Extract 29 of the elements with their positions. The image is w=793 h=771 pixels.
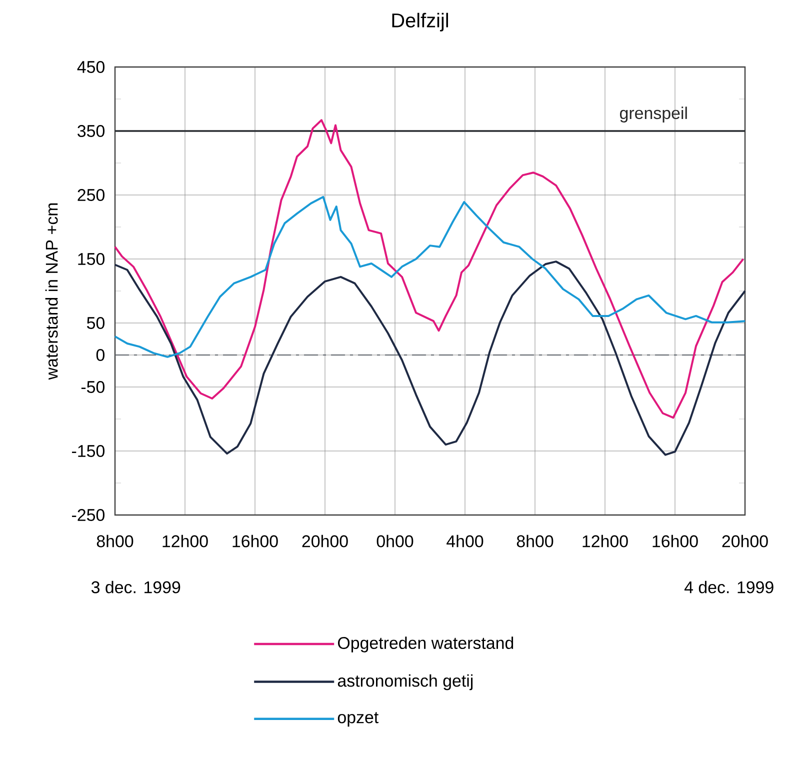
legend-label: Opgetreden waterstand: [338, 636, 514, 652]
x-tick-label: 4h00: [446, 534, 484, 548]
y-tick-label: -50: [81, 381, 104, 394]
legend-label: opzet: [338, 712, 378, 727]
x-tick-label: 8h00: [96, 534, 134, 548]
line-series: [114, 260, 746, 456]
x-tick-label: 20h00: [302, 534, 348, 548]
y-tick-label: 450: [77, 61, 104, 73]
x-tick-label: 16h00: [652, 534, 698, 548]
x-tick-label: 8h00: [516, 534, 554, 548]
x-tick-label: 12h00: [582, 534, 628, 548]
x-tick-label: 12h00: [162, 534, 208, 548]
y-tick-label: 50: [86, 317, 104, 330]
x-tick-label: 16h00: [232, 534, 278, 548]
text: 3 dec. 1999: [91, 580, 180, 594]
y-tick-label: 350: [78, 125, 104, 137]
text: 4 dec. 1999: [684, 580, 774, 594]
y-axis-title: waterstand in NAP +cm: [45, 203, 58, 380]
x-tick-label: 20h00: [722, 534, 768, 548]
y-tick-label: 250: [78, 189, 104, 202]
line-series: [114, 196, 746, 358]
y-tick-label: -150: [72, 445, 104, 458]
x-tick-label: 0h00: [376, 534, 414, 548]
chart-title: Delfzijl: [392, 12, 448, 32]
ref-line-label: grenspeil: [620, 106, 687, 122]
legend-label: astronomisch getij: [338, 674, 473, 690]
y-tick-label: 0: [96, 349, 104, 362]
y-tick-label: -250: [72, 509, 104, 522]
y-tick-label: 150: [78, 253, 104, 266]
